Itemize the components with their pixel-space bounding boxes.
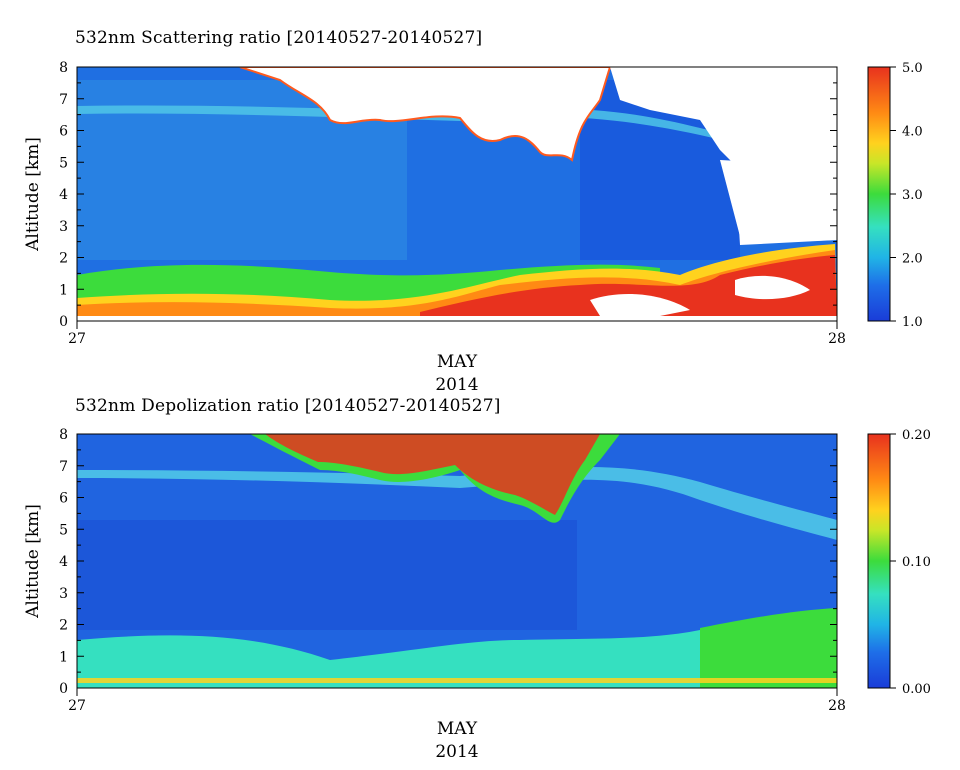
- x-tick-label: 28: [828, 331, 846, 347]
- y-tick-label: 2: [59, 618, 68, 634]
- colorbar-1: [867, 66, 891, 322]
- colorbar-tick-label: 1.0: [902, 315, 923, 330]
- x-axis-label: MAY: [437, 352, 478, 372]
- chart-2-heatmap: [77, 434, 837, 688]
- y-tick-label: 8: [59, 60, 68, 76]
- x-tick-label: 28: [828, 698, 846, 714]
- chart-1-heatmap: [77, 67, 837, 321]
- y-tick-label: 8: [59, 427, 68, 443]
- y-tick-label: 7: [59, 459, 68, 475]
- y-tick-label: 7: [59, 92, 68, 108]
- x-tick-label: 27: [68, 698, 86, 714]
- colorbar-2: [867, 433, 891, 689]
- colorbar-tick-label: 0.20: [902, 428, 931, 443]
- y-tick-label: 4: [59, 187, 68, 203]
- colorbar-tick-label: 0.00: [902, 682, 931, 697]
- x-tick-label: 27: [68, 331, 86, 347]
- y-tick-label: 0: [59, 681, 68, 697]
- colorbar-tick-label: 2.0: [902, 252, 923, 267]
- x-axis-year: 2014: [435, 375, 478, 395]
- y-axis-label: Altitude [km]: [23, 137, 43, 252]
- y-tick-label: 6: [59, 124, 68, 140]
- y-tick-label: 6: [59, 491, 68, 507]
- y-axis-label: Altitude [km]: [23, 504, 43, 619]
- colorbar-tick-label: 0.10: [902, 555, 931, 570]
- x-axis-label: MAY: [437, 719, 478, 739]
- y-tick-label: 5: [59, 155, 68, 171]
- y-tick-label: 3: [59, 586, 68, 602]
- chart-1-title: 532nm Scattering ratio [20140527-2014052…: [75, 28, 483, 48]
- y-tick-label: 5: [59, 522, 68, 538]
- y-tick-label: 0: [59, 314, 68, 330]
- colorbar-tick-label: 3.0: [902, 188, 923, 203]
- y-tick-label: 1: [59, 282, 68, 298]
- colorbar-tick-label: 4.0: [902, 125, 923, 140]
- x-axis-year: 2014: [435, 742, 478, 762]
- y-tick-label: 2: [59, 251, 68, 267]
- y-tick-label: 3: [59, 219, 68, 235]
- y-tick-label: 1: [59, 649, 68, 665]
- y-tick-label: 4: [59, 554, 68, 570]
- colorbar-tick-label: 5.0: [902, 61, 923, 76]
- chart-2-title: 532nm Depolization ratio [20140527-20140…: [75, 396, 501, 416]
